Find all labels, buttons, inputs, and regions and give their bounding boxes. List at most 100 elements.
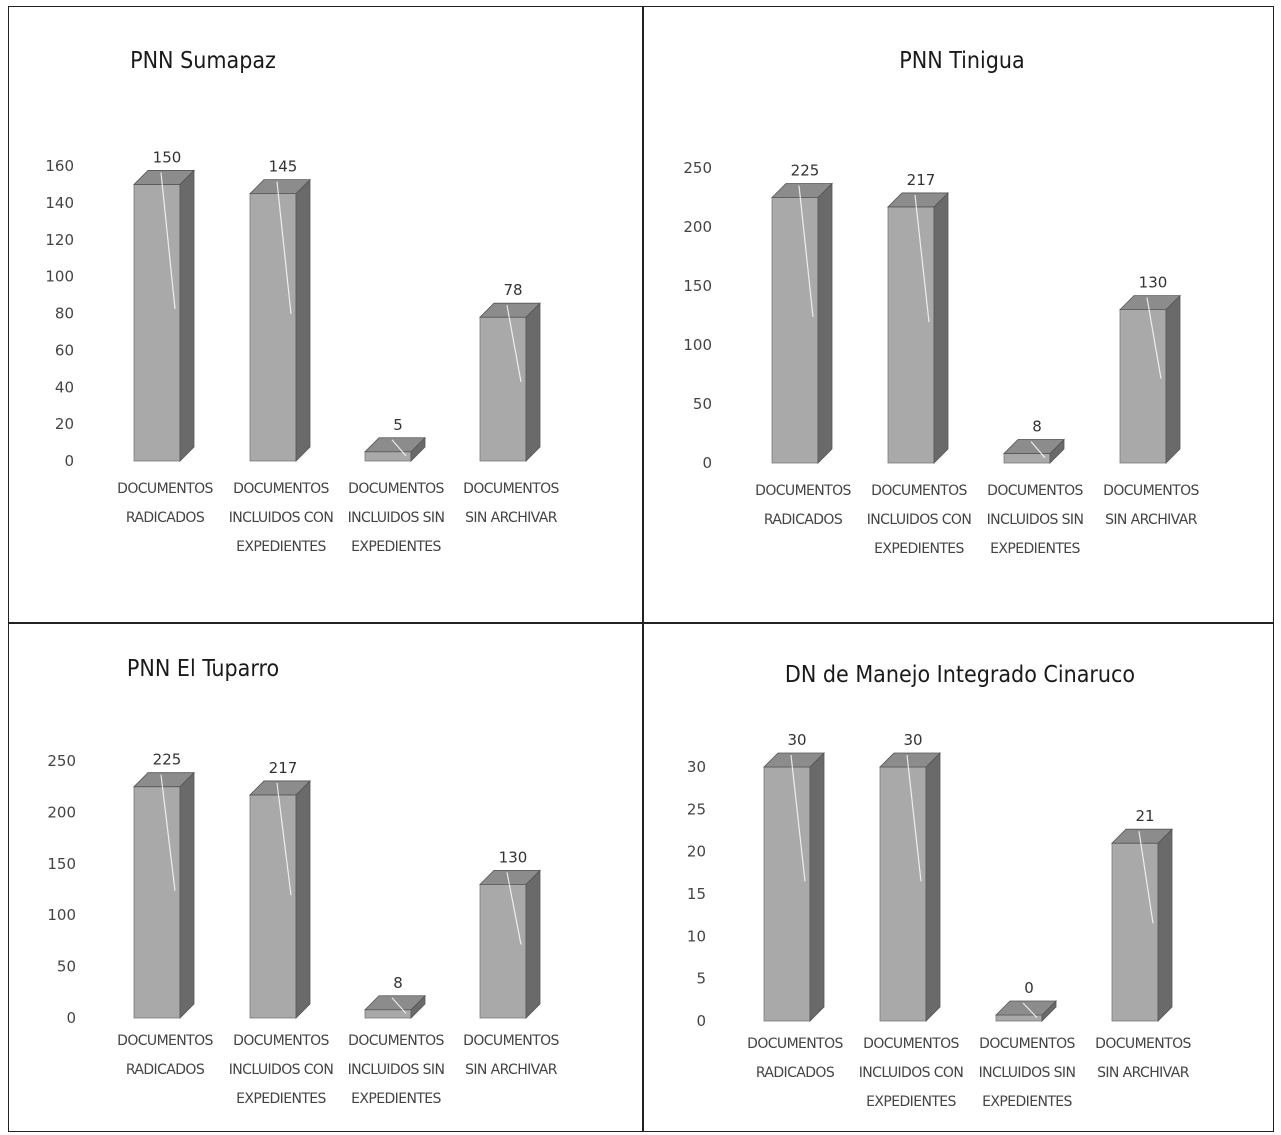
y-tick-label: 0 xyxy=(64,452,74,470)
category-label: INCLUIDOS SIN xyxy=(348,510,445,526)
category-label: INCLUIDOS SIN xyxy=(987,512,1084,528)
bar-top xyxy=(479,869,541,885)
chart-svg-tinigua: PNN Tinigua 0 50 100 150 200 250 225 DOCUMENTOS R… xyxy=(683,48,1200,557)
data-label: 145 xyxy=(269,158,298,176)
y-tick-label: 0 xyxy=(696,1012,706,1030)
bar-side xyxy=(1157,828,1173,1022)
bar-front xyxy=(479,316,527,462)
bar-front xyxy=(771,197,819,464)
y-tick-label: 250 xyxy=(683,159,712,177)
bar-2 xyxy=(249,178,311,462)
bar-4 xyxy=(1111,828,1173,1022)
bar-top xyxy=(364,437,426,453)
y-tick-label: 20 xyxy=(687,843,706,861)
category-label: DOCUMENTOS xyxy=(348,1033,444,1049)
category-label: EXPEDIENTES xyxy=(874,541,964,557)
panel-divider-horizontal xyxy=(8,622,1274,624)
bar-4 xyxy=(479,869,541,1019)
bar-top xyxy=(479,302,541,318)
data-label-leader xyxy=(506,305,522,383)
category-label: INCLUIDOS CON xyxy=(229,510,334,526)
category-label: EXPEDIENTES xyxy=(236,539,326,555)
category-label: INCLUIDOS CON xyxy=(859,1065,964,1081)
chart-svg-sumapaz: PNN Sumapaz 0 20 40 60 80 100 120 140 160 150 DOCUM… xyxy=(45,48,560,555)
y-tick-label: 150 xyxy=(47,855,76,873)
bar-side xyxy=(809,752,825,1022)
category-label: RADICADOS xyxy=(126,1062,205,1078)
bar-top xyxy=(763,752,825,768)
chart-panel-cinaruco: DN de Manejo Integrado Cinaruco 0 5 10 15 20 2… xyxy=(644,624,1274,1132)
y-tick-label: 60 xyxy=(55,341,74,359)
bar-front xyxy=(133,786,181,1019)
category-label: INCLUIDOS SIN xyxy=(979,1065,1076,1081)
bar-top xyxy=(887,192,949,208)
bar-side xyxy=(817,182,833,464)
data-label: 8 xyxy=(1032,418,1042,436)
category-label: DOCUMENTOS xyxy=(1095,1036,1191,1052)
chart-panel-el-tuparro: PNN El Tuparro 0 50 100 150 200 250 225 DOCUMENT… xyxy=(10,624,642,1132)
category-label: SIN ARCHIVAR xyxy=(465,1062,558,1078)
data-label-leader xyxy=(276,782,292,896)
data-label-leader xyxy=(790,754,806,882)
y-tick-label: 30 xyxy=(687,758,706,776)
bar-top xyxy=(1003,439,1065,454)
data-label: 5 xyxy=(393,416,403,434)
y-tick-label: 200 xyxy=(47,803,76,821)
y-tick-label: 120 xyxy=(45,231,74,249)
bar-side xyxy=(933,191,949,464)
bar-2 xyxy=(879,752,941,1022)
y-tick-label: 0 xyxy=(702,454,712,472)
category-label: EXPEDIENTES xyxy=(351,539,441,555)
category-label: RADICADOS xyxy=(126,510,205,526)
bar-front xyxy=(763,766,811,1022)
bar-top xyxy=(1111,828,1173,844)
data-label-leader xyxy=(160,774,176,891)
data-label: 8 xyxy=(393,974,403,992)
category-label: EXPEDIENTES xyxy=(236,1091,326,1107)
data-label-leader xyxy=(391,439,407,457)
bar-top xyxy=(771,183,833,198)
data-label: 0 xyxy=(1024,979,1034,997)
y-tick-label: 15 xyxy=(687,885,706,903)
data-label: 217 xyxy=(907,171,936,189)
y-tick-label: 150 xyxy=(683,277,712,295)
bar-front xyxy=(249,193,297,462)
data-label: 217 xyxy=(269,759,298,777)
bar-1 xyxy=(133,169,195,462)
data-label-leader xyxy=(914,194,930,323)
y-tick-label: 20 xyxy=(55,415,74,433)
bar-top xyxy=(133,170,195,185)
bar-3 xyxy=(364,436,426,462)
bar-1 xyxy=(133,771,195,1019)
category-label: EXPEDIENTES xyxy=(990,541,1080,557)
bar-side xyxy=(925,752,941,1022)
data-label-leader xyxy=(506,872,522,945)
y-tick-label: 200 xyxy=(683,218,712,236)
category-label: DOCUMENTOS xyxy=(463,1033,559,1049)
data-label: 30 xyxy=(903,731,922,749)
y-tick-label: 50 xyxy=(693,395,712,413)
bar-4 xyxy=(1119,294,1181,464)
category-label: DOCUMENTOS xyxy=(233,1033,329,1049)
y-tick-label: 250 xyxy=(47,752,76,770)
category-label: DOCUMENTOS xyxy=(348,481,444,497)
bar-top xyxy=(249,780,311,796)
bar-1 xyxy=(771,182,833,464)
y-tick-label: 160 xyxy=(45,157,74,175)
bar-front xyxy=(879,766,927,1022)
y-tick-label: 40 xyxy=(55,378,74,396)
data-label: 130 xyxy=(499,848,528,866)
data-label-leader xyxy=(1022,1002,1038,1019)
chart-panel-sumapaz: PNN Sumapaz 0 20 40 60 80 100 120 140 160 150 DOCUM… xyxy=(10,8,642,622)
bar-1 xyxy=(763,752,825,1022)
category-label: DOCUMENTOS xyxy=(871,483,967,499)
bar-side xyxy=(1165,294,1181,464)
bar-front xyxy=(249,794,297,1019)
chart-title: PNN Tinigua xyxy=(899,48,1024,74)
category-label: INCLUIDOS CON xyxy=(867,512,972,528)
chart-grid-frame xyxy=(8,6,1274,1132)
data-label: 78 xyxy=(503,281,522,299)
data-label-leader xyxy=(276,181,292,315)
bar-3 xyxy=(995,1000,1057,1022)
y-tick-label: 50 xyxy=(57,958,76,976)
